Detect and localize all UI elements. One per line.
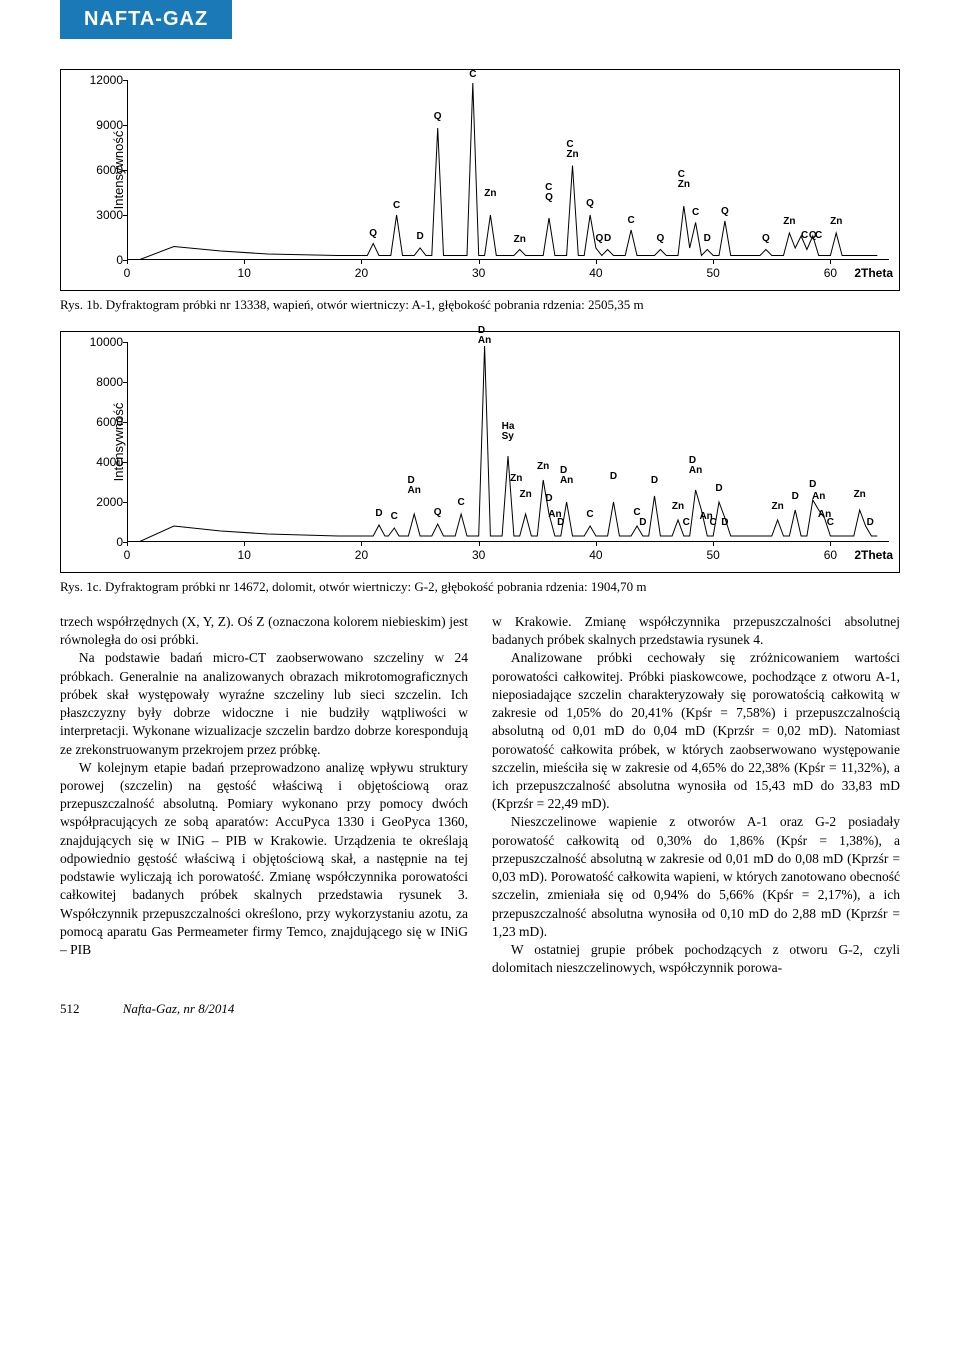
peak-label: HaSy (502, 422, 515, 442)
chart-1-frame: Intensywność0300060009000120000102030405… (60, 69, 900, 291)
x-tick: 40 (589, 548, 602, 562)
peak-label: D (416, 232, 423, 242)
peak-label: Zn (854, 490, 866, 500)
peak-label: D (867, 518, 874, 528)
peak-label: Zn (772, 502, 784, 512)
peak-label: DAn (408, 476, 421, 496)
peak-label: C (391, 512, 398, 522)
peak-label: Zn (783, 217, 795, 227)
x-tick: 10 (238, 548, 251, 562)
x-tick: 30 (472, 548, 485, 562)
peak-label: D (809, 480, 816, 490)
peak-label: D (792, 492, 799, 502)
x-tick: 10 (238, 266, 251, 280)
y-tick: 9000 (87, 118, 123, 132)
peak-label: CZn (678, 170, 690, 190)
peak-label: C (469, 70, 476, 80)
chart-1-area: Intensywność0300060009000120000102030405… (127, 80, 889, 260)
paragraph: Analizowane próbki cechowały się zróżnic… (492, 649, 900, 813)
y-tick: 0 (87, 253, 123, 267)
peak-label: Zn (830, 217, 842, 227)
x-tick: 20 (355, 266, 368, 280)
peak-label: C (692, 208, 699, 218)
peak-label: D (704, 234, 711, 244)
peak-label: C (710, 518, 717, 528)
x-tick: 60 (824, 266, 837, 280)
peak-label: C (627, 216, 634, 226)
y-tick: 0 (87, 535, 123, 549)
chart-2-area: Intensywność0200040006000800010000010203… (127, 342, 889, 542)
x-tick: 50 (706, 548, 719, 562)
y-tick: 10000 (87, 335, 123, 349)
peak-label: An (812, 492, 825, 502)
peak-label: DAn (478, 326, 491, 346)
y-tick: 12000 (87, 73, 123, 87)
peak-label: D (651, 476, 658, 486)
peak-label: Q (657, 234, 665, 244)
peak-label: DAn (689, 456, 702, 476)
paragraph: Na podstawie badań micro-CT zaobserwowan… (60, 649, 468, 758)
x-tick: 30 (472, 266, 485, 280)
journal-issue: Nafta-Gaz, nr 8/2014 (123, 1001, 235, 1016)
x-tick: 50 (706, 266, 719, 280)
peak-label: D (610, 472, 617, 482)
peak-label: Q (596, 234, 604, 244)
peak-label: Zn (484, 189, 496, 199)
peak-label: Zn (510, 474, 522, 484)
y-tick: 6000 (87, 415, 123, 429)
peak-label: D (721, 518, 728, 528)
chart-1-caption: Rys. 1b. Dyfraktogram próbki nr 13338, w… (60, 297, 900, 313)
y-tick: 2000 (87, 495, 123, 509)
peak-label: CZn (566, 140, 578, 160)
x-tick: 0 (124, 548, 131, 562)
y-tick: 6000 (87, 163, 123, 177)
peak-label: DAn (560, 466, 573, 486)
journal-banner: NAFTA-GAZ (60, 0, 232, 39)
paragraph: W ostatniej grupie próbek pochodzących z… (492, 941, 900, 977)
x-axis-label: 2Theta (854, 548, 893, 562)
peak-label: C (827, 518, 834, 528)
x-tick: 0 (124, 266, 131, 280)
y-tick: 8000 (87, 375, 123, 389)
peak-label: D (557, 518, 564, 528)
peak-label: C (801, 231, 808, 241)
body-text: trzech współrzędnych (X, Y, Z). Oś Z (oz… (60, 613, 900, 977)
paragraph: W kolejnym etapie badań przeprowadzono a… (60, 759, 468, 959)
x-tick: 20 (355, 548, 368, 562)
paragraph: w Krakowie. Zmianę współczynnika przepus… (492, 613, 900, 649)
peak-label: D (604, 234, 611, 244)
chart-2-frame: Intensywność0200040006000800010000010203… (60, 331, 900, 573)
peak-label: CQ (545, 183, 553, 203)
x-tick: 60 (824, 548, 837, 562)
peak-label: Q (434, 508, 442, 518)
paragraph: Nieszczelinowe wapienie z otworów A-1 or… (492, 813, 900, 941)
page-number: 512 (60, 1001, 80, 1016)
y-tick: 3000 (87, 208, 123, 222)
peak-label: C (457, 498, 464, 508)
y-tick: 4000 (87, 455, 123, 469)
peak-label: D (639, 518, 646, 528)
x-axis-label: 2Theta (854, 266, 893, 280)
peak-label: Zn (537, 462, 549, 472)
peak-label: C (393, 201, 400, 211)
peak-label: D (545, 494, 552, 504)
peak-label: C (683, 518, 690, 528)
peak-label: C (815, 231, 822, 241)
peak-label: Q (762, 234, 770, 244)
peak-label: D (715, 484, 722, 494)
x-tick: 40 (589, 266, 602, 280)
peak-label: Zn (672, 502, 684, 512)
peak-label: Q (721, 207, 729, 217)
peak-label: D (375, 509, 382, 519)
paragraph: trzech współrzędnych (X, Y, Z). Oś Z (oz… (60, 613, 468, 649)
chart-2-caption: Rys. 1c. Dyfraktogram próbki nr 14672, d… (60, 579, 900, 595)
peak-label: Q (586, 199, 594, 209)
peak-label: C (586, 510, 593, 520)
peak-label: Q (369, 229, 377, 239)
peak-label: Q (434, 112, 442, 122)
peak-label: Zn (519, 490, 531, 500)
peak-label: Zn (514, 235, 526, 245)
page-footer: 512 Nafta-Gaz, nr 8/2014 (60, 1001, 900, 1017)
